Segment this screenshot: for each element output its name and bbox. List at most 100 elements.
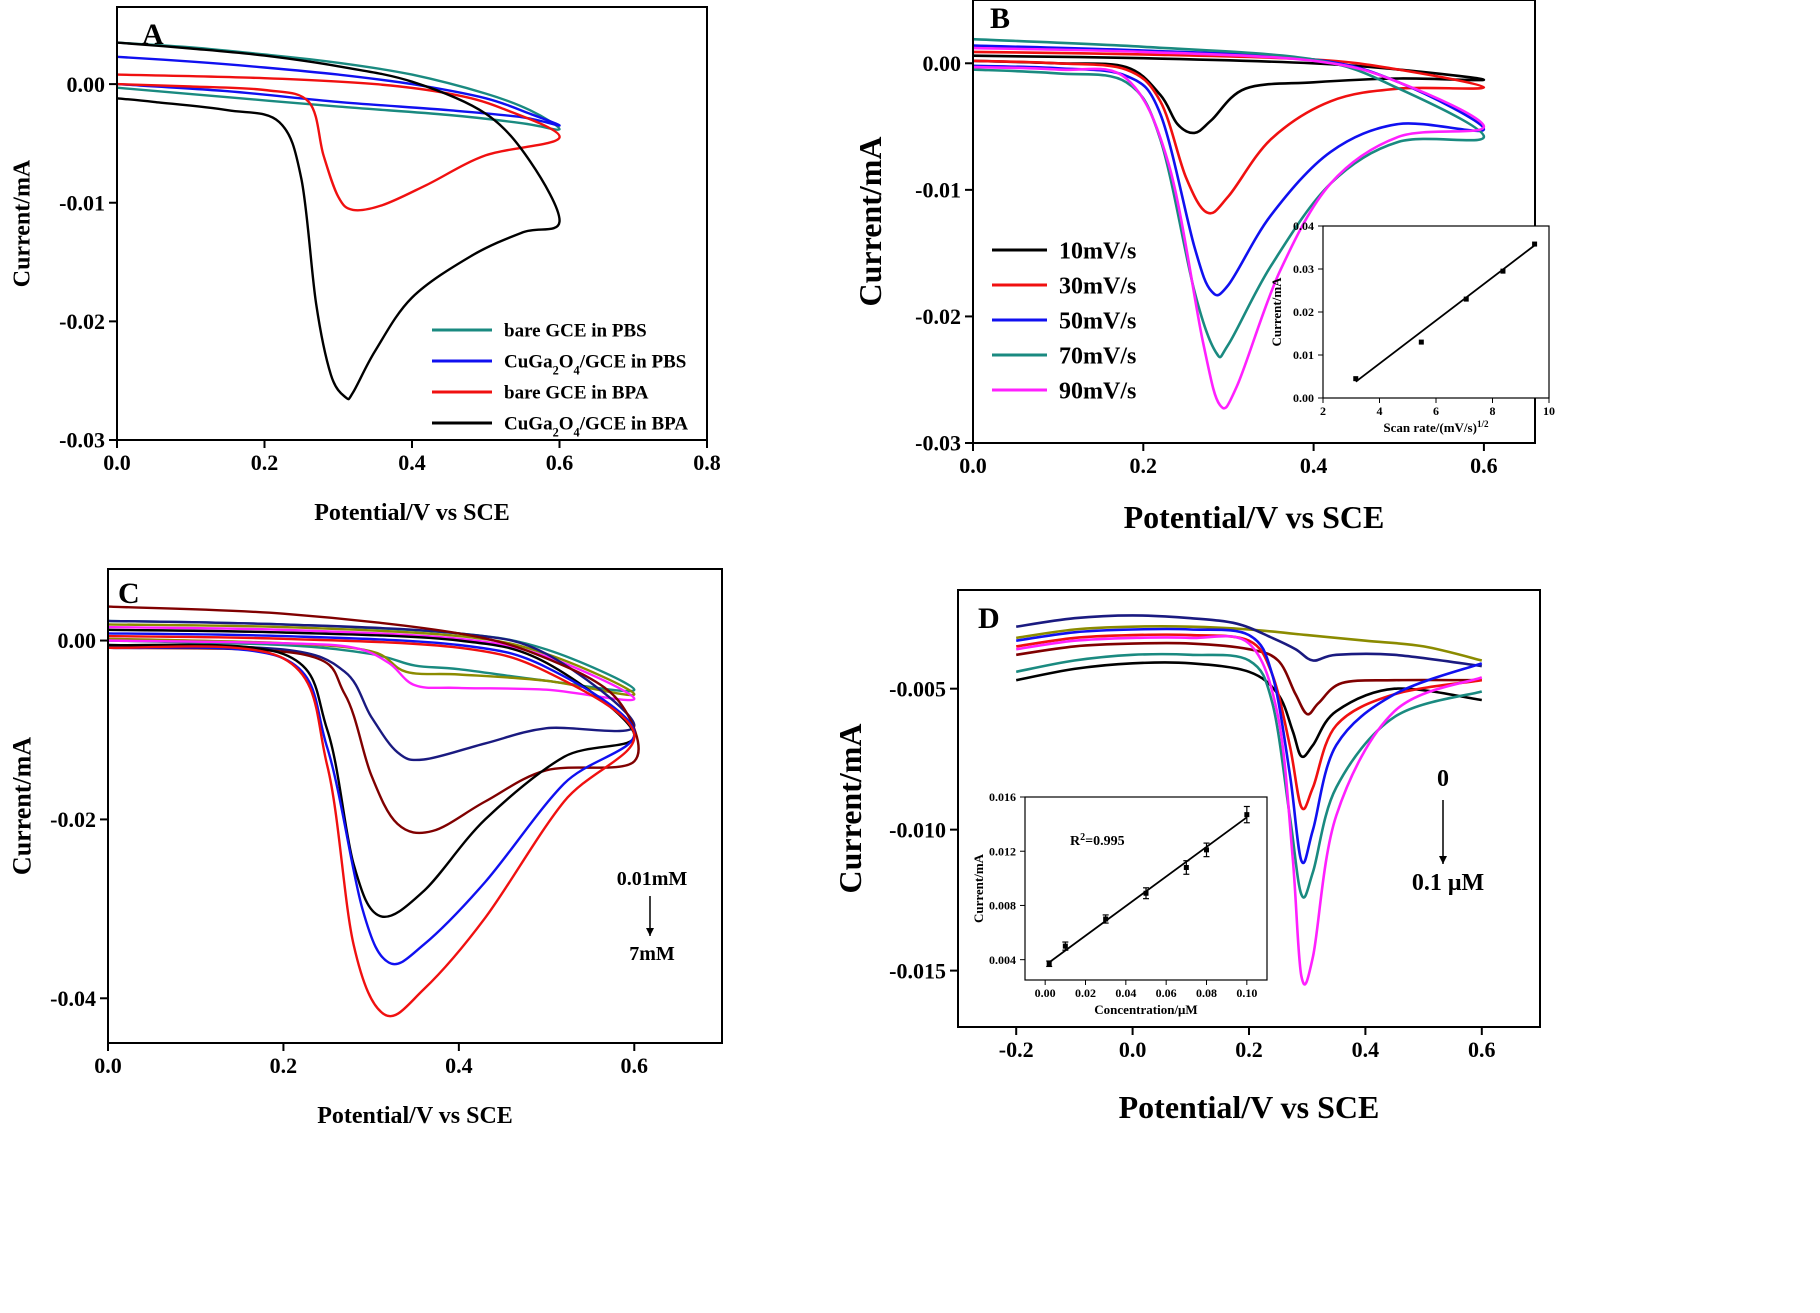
x-tick-label: 0.0 [103, 450, 131, 475]
x-axis-label: Potential/V vs SCE [317, 1103, 513, 1129]
x-tick-label: 0.04 [1115, 986, 1136, 1000]
series-line-curve6 [107, 628, 636, 919]
inset-data-point [1046, 961, 1052, 967]
x-tick-label: 2 [1320, 404, 1326, 418]
series-line-curve6 [1016, 627, 1483, 865]
inset-chart: 2 4 6 8 10 0.00 0.01 0.02 0.03 0.04 Scan rate/(mV/… [1269, 219, 1555, 435]
legend-label: 30mV/s [1059, 273, 1136, 299]
x-tick-label: 0.2 [270, 1053, 298, 1078]
panel-d: -0.2 0.0 0.2 0.4 0.6 -0.005 -0.010 -0.015 Potent… [832, 589, 1541, 1125]
inset-data-point [1418, 339, 1424, 345]
y-tick-label: 0.04 [1293, 219, 1314, 233]
x-tick-label: 4 [1377, 404, 1383, 418]
x-tick-label: 0.2 [1130, 453, 1158, 478]
series-line-90mv-s [972, 46, 1486, 410]
inset-x-axis-label: Concentration/μM [1094, 1002, 1197, 1017]
series-line-curve4 [1015, 661, 1482, 759]
inset-data-point [1500, 268, 1506, 274]
x-tick-label: -0.2 [999, 1037, 1034, 1062]
x-axis-label: Potential/V vs SCE [314, 500, 510, 526]
annotation-label: 7mM [629, 943, 675, 965]
inset-fit-line [1048, 816, 1248, 964]
inset-data-point [1463, 296, 1469, 302]
annotation-label: 0.01mM [617, 868, 688, 890]
legend: 10mV/s 30mV/s 50mV/s 70mV/s 90mV/s [992, 238, 1136, 404]
inset-data-point [1204, 847, 1209, 853]
inset-fit-line [1355, 244, 1536, 383]
annotation-label: 0 [1437, 766, 1449, 792]
inset-data-point [1244, 812, 1250, 818]
series-group [972, 37, 1486, 410]
y-tick-label: -0.01 [59, 190, 105, 215]
series-line-curve2 [1016, 614, 1482, 668]
x-axis-label: Potential/V vs SCE [1124, 499, 1385, 535]
panel-letter: D [978, 602, 1000, 635]
inset-data-point [1103, 916, 1109, 922]
y-tick-label: 0.016 [989, 790, 1016, 804]
x-tick-label: 0.6 [621, 1053, 649, 1078]
series-line-10mv-s [972, 54, 1486, 135]
plot-frame [116, 6, 708, 441]
series-line-curve5 [107, 605, 640, 835]
y-tick-label: 0.00 [1293, 391, 1314, 405]
panel-c: 0.0 0.2 0.4 0.6 0.00 -0.02 -0.04 Potential/V vs… [7, 568, 723, 1129]
x-tick-label: 0.8 [693, 450, 721, 475]
panel-letter: B [990, 2, 1010, 35]
inset-data-point [1353, 376, 1359, 382]
x-tick-label: 0.4 [1300, 453, 1328, 478]
x-tick-label: 0.6 [546, 450, 574, 475]
y-tick-label: -0.02 [915, 304, 961, 329]
y-tick-label: 0.00 [923, 51, 962, 76]
series-group [116, 41, 561, 401]
x-tick-label: 0.10 [1236, 986, 1257, 1000]
x-tick-label: 0.0 [1119, 1037, 1147, 1062]
y-tick-label: -0.02 [59, 309, 105, 334]
x-tick-label: 0.0 [94, 1053, 122, 1078]
series-line-curve4 [107, 619, 636, 762]
y-axis-label: Current/mA [7, 737, 36, 875]
inset-x-axis-label: Scan rate/(mV/s)1/2 [1383, 419, 1489, 435]
x-tick-label: 0.08 [1196, 986, 1217, 1000]
y-tick-label: -0.01 [915, 178, 961, 203]
y-axis-label: Current/mA [832, 723, 868, 893]
x-tick-label: 0.0 [959, 453, 987, 478]
legend-label: bare GCE in PBS [504, 321, 647, 342]
inset-y-axis-label: Current/mA [1269, 277, 1284, 347]
annotation-arrowhead [1439, 856, 1447, 864]
annotation-arrowhead [646, 928, 654, 936]
x-tick-label: 0.2 [1235, 1037, 1263, 1062]
plot-frame [107, 568, 723, 1044]
inset-data-point [1143, 890, 1149, 896]
x-tick-label: 0.06 [1156, 986, 1177, 1000]
legend-label: CuGa2O4/GCE in PBS [504, 352, 686, 378]
x-tick-label: 0.4 [445, 1053, 473, 1078]
x-tick-label: 0.6 [1470, 453, 1498, 478]
x-tick-label: 8 [1490, 404, 1496, 418]
x-tick-label: 0.4 [398, 450, 426, 475]
inset-background [1323, 226, 1549, 398]
y-tick-label: 0.02 [1293, 305, 1314, 319]
series-line-curve3 [107, 625, 636, 702]
y-tick-label: 0.012 [989, 844, 1016, 858]
x-tick-label: 10 [1543, 404, 1555, 418]
x-axis-label: Potential/V vs SCE [1119, 1089, 1380, 1125]
inset-chart: 0.00 0.02 0.04 0.06 0.08 0.10 0.004 0.008 0.012 0… [971, 790, 1268, 1017]
x-tick-label: 0.00 [1035, 986, 1056, 1000]
legend-label: 50mV/s [1059, 308, 1136, 334]
legend-label: bare GCE in BPA [504, 383, 649, 404]
legend-label: 10mV/s [1059, 238, 1136, 264]
panel-b: 0.0 0.2 0.4 0.6 0.00 -0.01 -0.02 -0.03 Potential… [852, 0, 1555, 535]
legend-label: CuGa2O4/GCE in BPA [504, 414, 688, 440]
series-line-curve8 [1016, 634, 1483, 986]
legend-label: 90mV/s [1059, 378, 1136, 404]
y-tick-label: -0.010 [889, 817, 946, 842]
y-axis-label: Current/mA [852, 136, 888, 306]
inset-data-point [1183, 864, 1189, 870]
series-line-curve8 [107, 634, 636, 1018]
inset-data-point [1062, 943, 1068, 949]
y-tick-label: 0.03 [1293, 262, 1314, 276]
series-line-cuga-o-gce-in-bpa [116, 41, 561, 401]
y-tick-label: 0.004 [989, 953, 1016, 967]
panel-letter: C [118, 577, 140, 610]
